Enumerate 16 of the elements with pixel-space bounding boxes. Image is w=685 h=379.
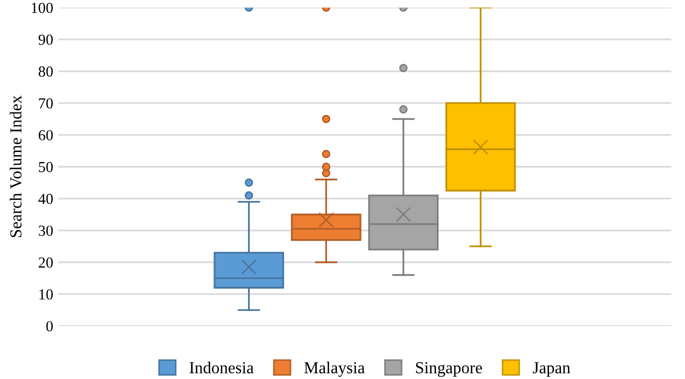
y-tick-label: 50	[38, 162, 53, 172]
y-tick-label: 70	[39, 98, 53, 109]
y-tick-label: 30	[38, 226, 53, 236]
y-tick-label: 0	[46, 321, 53, 332]
y-tick-label: 40	[38, 194, 53, 204]
y-tick-label: 20	[38, 257, 53, 268]
y-axis-title: Search Volume Index	[10, 96, 22, 238]
y-tick-label: 90	[38, 34, 53, 45]
legend-label: Indonesia	[190, 362, 254, 374]
y-tick-label: 10	[39, 289, 53, 300]
y-tick-label: 60	[38, 130, 53, 140]
legend-label: Singapore	[416, 362, 482, 377]
legend-label: Malaysia	[304, 362, 365, 377]
y-tick-label: 100	[32, 2, 53, 14]
y-tick-label: 80	[38, 66, 53, 77]
legend-label: Japan	[532, 362, 570, 377]
